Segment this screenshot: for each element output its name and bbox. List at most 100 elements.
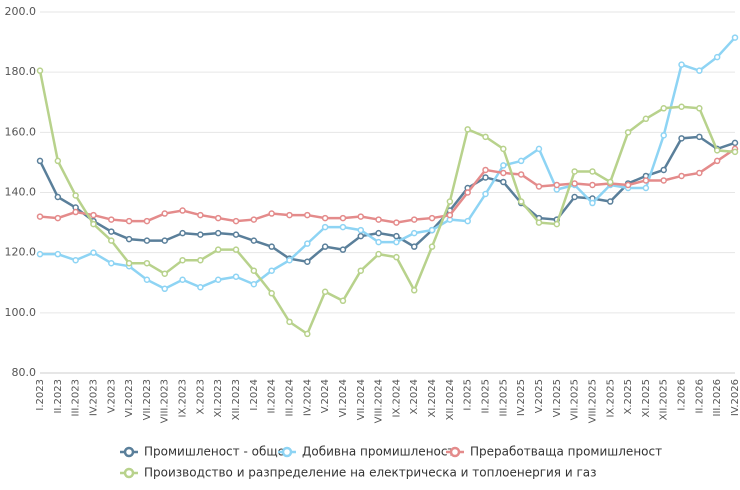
data-point: [500, 145, 507, 153]
data-point: [161, 210, 168, 217]
data-point: [678, 61, 685, 68]
x-tick-label: III.2024: [284, 379, 295, 416]
data-point: [339, 214, 347, 222]
data-point: [375, 238, 382, 246]
data-point: [482, 174, 489, 181]
data-point: [108, 237, 115, 244]
data-point: [713, 157, 721, 165]
data-point: [660, 132, 667, 139]
x-tick-label: II.2024: [267, 379, 278, 414]
data-point: [375, 229, 382, 237]
data-point: [357, 267, 365, 274]
x-tick-label: VIII.2023: [160, 379, 171, 423]
data-point: [232, 246, 240, 253]
x-tick-label: XII.2023: [231, 379, 242, 420]
data-point: [72, 208, 79, 216]
x-tick-label: IX.2024: [391, 379, 402, 417]
data-point: [393, 253, 400, 261]
data-point: [72, 256, 79, 264]
data-point: [36, 250, 44, 258]
data-point: [197, 211, 204, 219]
data-point: [250, 267, 258, 274]
series-line: [38, 135, 736, 264]
data-point: [482, 166, 489, 174]
legend-marker: [449, 446, 461, 458]
x-tick-label: VI.2024: [338, 379, 349, 417]
data-point: [36, 213, 44, 220]
y-tick-label: 120.0: [5, 246, 37, 259]
legend-label: Промишленост - общо: [144, 445, 285, 459]
data-point: [197, 256, 204, 264]
x-tick-label: V.2025: [534, 379, 545, 413]
x-tick-label: IV.2023: [88, 379, 99, 416]
data-point: [250, 216, 258, 223]
data-point: [90, 211, 97, 219]
data-point: [179, 276, 186, 283]
x-tick-label: VII.2024: [356, 379, 367, 420]
data-point: [696, 133, 703, 141]
data-point: [660, 166, 667, 174]
data-point: [250, 281, 258, 288]
data-point: [268, 243, 275, 250]
data-point: [464, 189, 471, 196]
data-point: [713, 53, 721, 61]
x-tick-label: VIII.2024: [374, 379, 385, 423]
data-point: [428, 226, 436, 234]
data-point: [446, 211, 454, 219]
data-point: [304, 211, 311, 219]
data-point: [410, 243, 418, 250]
data-point: [321, 223, 329, 231]
x-tick-label: XI.2024: [427, 379, 438, 417]
data-point: [696, 169, 703, 177]
data-point: [553, 220, 561, 228]
data-point: [54, 157, 62, 165]
data-point: [589, 168, 596, 175]
data-point: [571, 168, 578, 175]
data-point: [678, 172, 685, 180]
x-tick-label: I.2023: [35, 379, 46, 411]
x-tick-label: II.2023: [53, 379, 64, 414]
data-point: [268, 210, 275, 217]
x-tick-label: X.2025: [623, 379, 634, 414]
data-point: [553, 181, 561, 189]
data-point: [500, 178, 507, 186]
series-line: [40, 36, 736, 291]
data-point: [268, 290, 275, 297]
data-point: [143, 237, 151, 244]
x-tick-label: IX.2025: [605, 379, 616, 417]
data-point: [696, 67, 703, 74]
series-line: [38, 70, 736, 336]
data-point: [54, 214, 62, 222]
data-point: [410, 287, 418, 294]
data-point: [321, 214, 329, 222]
data-point: [197, 231, 204, 238]
x-tick-label: III.2026: [712, 379, 723, 416]
data-point: [393, 238, 400, 246]
data-point: [357, 232, 365, 240]
y-tick-label: 100.0: [5, 306, 37, 319]
legend-label: Преработваща промишленост: [470, 445, 662, 459]
data-point: [607, 178, 614, 186]
data-point: [321, 243, 329, 250]
data-point: [214, 276, 222, 283]
y-tick-label: 160.0: [5, 125, 37, 138]
data-point: [624, 181, 632, 189]
data-point: [607, 198, 614, 205]
data-point: [36, 157, 44, 165]
data-point: [108, 228, 115, 235]
data-point: [517, 198, 525, 205]
data-point: [678, 135, 685, 142]
data-point: [304, 258, 311, 265]
data-point: [232, 231, 240, 238]
data-point: [161, 270, 168, 277]
x-tick-label: III.2023: [71, 379, 82, 416]
x-tick-label: VII.2023: [142, 379, 153, 420]
data-point: [535, 219, 543, 226]
data-point: [304, 330, 311, 338]
data-point: [357, 226, 365, 234]
x-tick-label: I.2026: [677, 379, 688, 411]
data-point: [125, 259, 133, 267]
x-tick-label: IV.2024: [302, 379, 313, 416]
data-point: [286, 318, 293, 326]
data-point: [143, 259, 151, 267]
